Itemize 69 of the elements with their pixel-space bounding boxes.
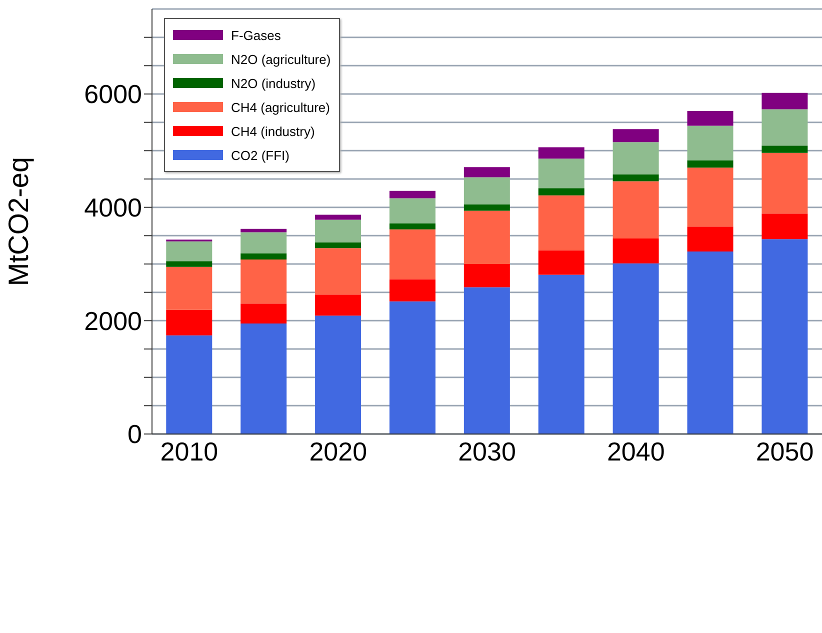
bar: [762, 214, 808, 240]
bar: [762, 109, 808, 146]
bar: [612, 181, 659, 238]
bar: [315, 220, 362, 242]
bar: [389, 223, 436, 230]
bar: [166, 261, 212, 267]
bar: [240, 253, 287, 260]
bar: [389, 301, 436, 434]
bar: [464, 204, 510, 211]
y-axis-title: MtCO2-eq: [2, 156, 34, 286]
bar: [687, 226, 734, 252]
y-tick-label: 6000: [84, 79, 142, 110]
legend-label: N2O (agriculture): [231, 52, 331, 66]
bar: [166, 241, 212, 262]
y-tick-label: 4000: [84, 192, 142, 223]
x-tick-label: 2050: [756, 436, 814, 466]
bar: [315, 248, 362, 295]
x-tick-label: 2010: [160, 436, 218, 466]
bar: [762, 239, 808, 434]
x-tick-label: 2020: [309, 436, 368, 466]
bar: [315, 294, 362, 316]
bar: [687, 168, 734, 227]
bar: [612, 142, 659, 174]
bar: [166, 310, 212, 336]
bar: [538, 250, 584, 275]
bar: [464, 210, 510, 264]
bar: [389, 190, 436, 198]
bar: [240, 232, 287, 254]
bar: [687, 126, 734, 160]
bar: [687, 160, 734, 168]
x-tick-label: 2030: [458, 436, 516, 466]
bar: [464, 264, 510, 288]
bar: [464, 167, 510, 178]
bar: [389, 279, 436, 302]
bar: [687, 252, 734, 434]
bar: [612, 174, 659, 182]
bar: [315, 214, 362, 220]
legend-label: CH4 (industry): [231, 124, 315, 138]
y-tick-label: 0: [128, 419, 142, 450]
bar: [315, 242, 362, 248]
y-tick-label: 2000: [84, 306, 142, 336]
bar: [240, 259, 287, 304]
bar: [762, 92, 808, 110]
bar: [612, 263, 659, 434]
bar: [538, 158, 584, 188]
legend-label: CH4 (agriculture): [231, 100, 330, 114]
legend-label: F-Gases: [231, 28, 281, 42]
bar: [315, 316, 362, 434]
bar: [538, 188, 584, 196]
bar: [538, 147, 584, 159]
bar: [538, 274, 584, 434]
bar: [389, 229, 436, 280]
bar: [240, 228, 287, 232]
bar: [762, 146, 808, 153]
x-tick-label: 2040: [606, 436, 665, 466]
legend-label: CO2 (FFI): [231, 148, 290, 162]
bar: [389, 198, 436, 224]
bar: [612, 238, 659, 264]
bar: [166, 335, 212, 434]
bar: [240, 324, 287, 434]
bar: [240, 304, 287, 324]
bar: [762, 152, 808, 214]
bar: [612, 129, 659, 142]
bar: [464, 287, 510, 434]
bar: [464, 177, 510, 204]
bar: [166, 266, 212, 310]
legend-label: N2O (industry): [231, 76, 316, 90]
bar: [538, 195, 584, 250]
bar: [687, 111, 734, 126]
